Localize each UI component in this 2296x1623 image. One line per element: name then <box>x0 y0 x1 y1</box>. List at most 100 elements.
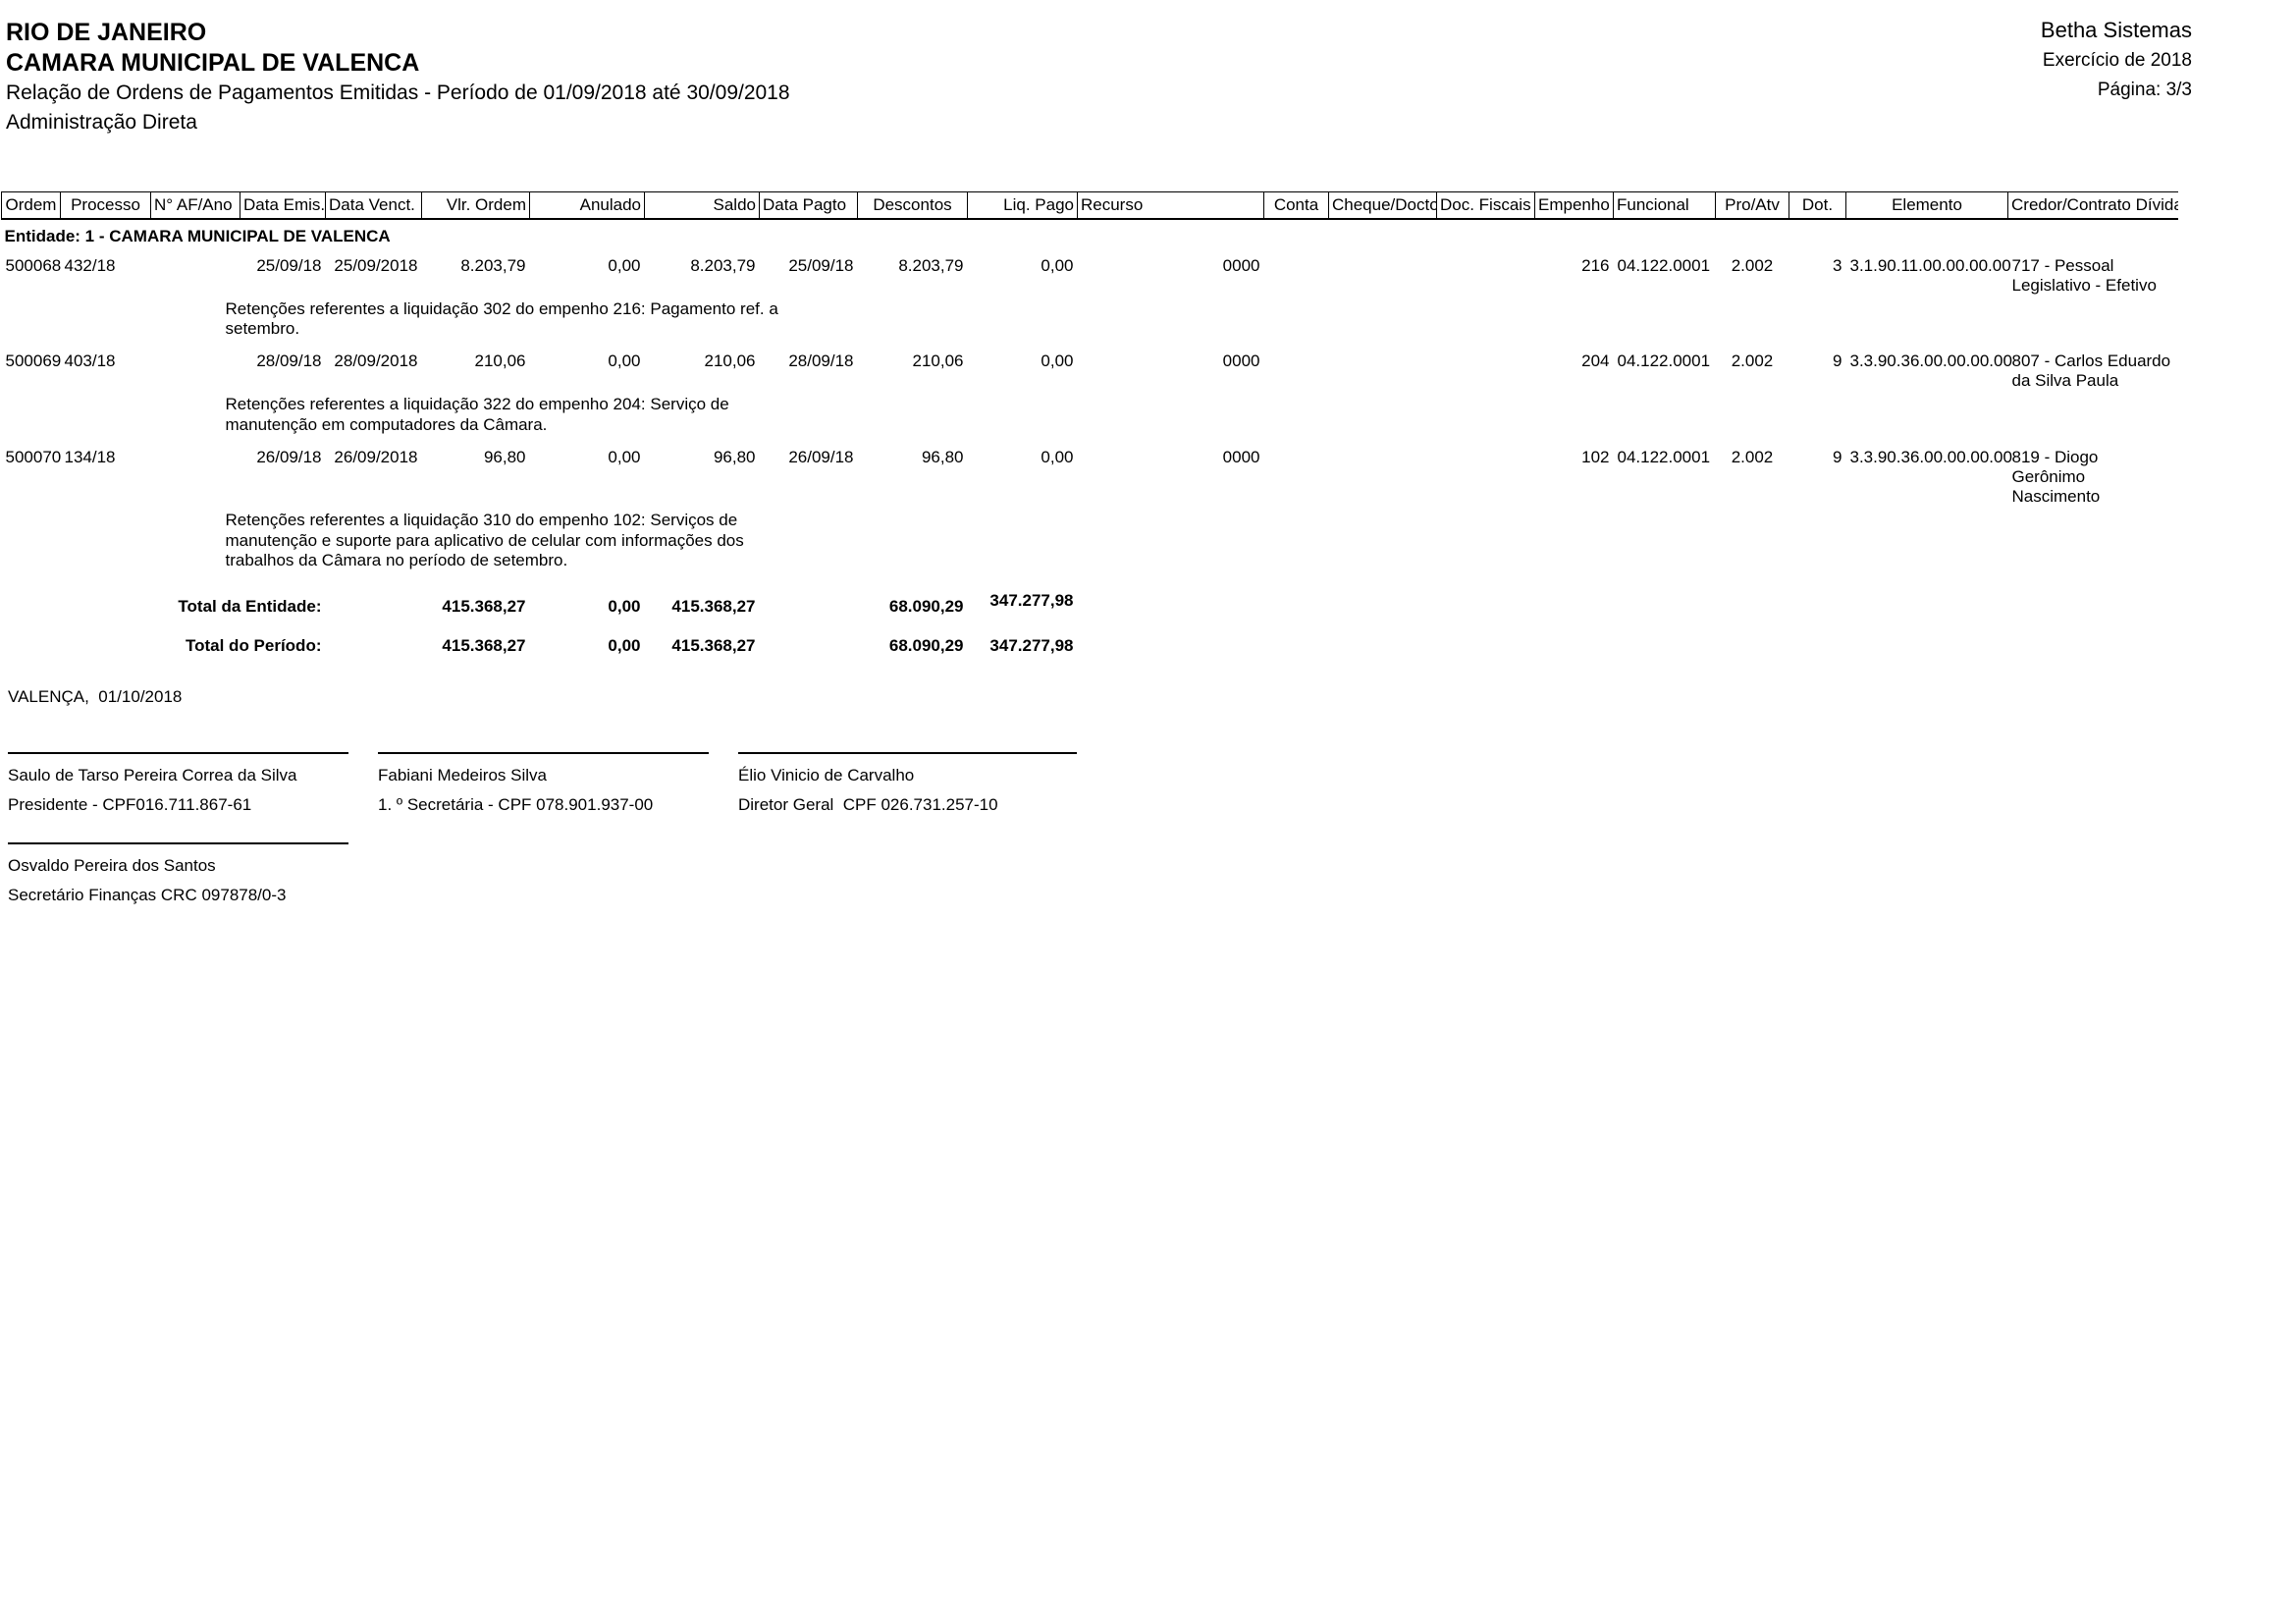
cell-af-ano <box>151 251 240 298</box>
cell-empenho: 102 <box>1581 448 1610 467</box>
exercise-label: Exercício de 2018 <box>2042 50 2192 72</box>
cell-elemento: 3.3.90.36.00.00.00.00 <box>1849 352 2012 371</box>
cell-conta <box>1264 347 1329 393</box>
description-text: Retenções referentes a liquidação 310 do… <box>225 511 744 570</box>
cell-ordem: 500069 <box>5 352 62 371</box>
cell-cheque <box>1329 251 1437 298</box>
signatory-name: Fabiani Medeiros Silva <box>378 765 547 784</box>
cell-ordem: 500068 <box>5 255 62 275</box>
col-header-af-ano: N° AF/Ano <box>150 190 240 220</box>
entity-total-anulado: 0,00 <box>608 596 641 616</box>
col-header-funcional: Funcional <box>1613 190 1716 220</box>
admin-type: Administração Direta <box>6 111 197 135</box>
period-total-saldo: 415.368,27 <box>671 635 756 655</box>
cell-data-emis: 28/09/18 <box>256 352 322 371</box>
cell-anulado: 0,00 <box>608 448 641 467</box>
cell-af-ano <box>151 443 240 509</box>
cell-data-venct: 28/09/2018 <box>334 352 418 371</box>
state-name: RIO DE JANEIRO <box>6 19 207 46</box>
col-header-data-emis: Data Emis. <box>240 190 326 220</box>
entity-total-row: Total da Entidade: 415.368,27 0,00 415.3… <box>2 579 2178 619</box>
signature-block: Osvaldo Pereira dos Santos Secretário Fi… <box>8 841 348 905</box>
place-date: VALENÇA, 01/10/2018 <box>8 686 183 706</box>
cell-saldo: 8.203,79 <box>690 255 756 275</box>
entity-name: CAMARA MUNICIPAL DE VALENCA <box>6 49 420 77</box>
signatory-role: Secretário Finanças CRC 097878/0-3 <box>8 885 287 904</box>
signatory-role: 1. º Secretária - CPF 078.901.937-00 <box>378 794 654 814</box>
signatory-name: Osvaldo Pereira dos Santos <box>8 855 216 875</box>
signatory-name: Élio Vinicio de Carvalho <box>738 765 915 784</box>
col-header-ordem: Ordem <box>1 190 61 220</box>
description-text: Retenções referentes a liquidação 302 do… <box>225 298 778 338</box>
col-header-data-venct: Data Venct. <box>325 190 422 220</box>
row-description: Retenções referentes a liquidação 322 do… <box>2 393 2178 443</box>
cell-conta <box>1264 251 1329 298</box>
cell-processo: 403/18 <box>64 352 116 371</box>
cell-vlr-ordem: 96,80 <box>483 448 526 467</box>
cell-data-pagto: 28/09/18 <box>788 352 854 371</box>
col-header-dot: Dot. <box>1789 190 1846 220</box>
signature-line <box>8 751 348 754</box>
table-row: 500070 134/18 26/09/18 26/09/2018 96,80 … <box>2 443 2178 509</box>
cell-doc-fiscais <box>1437 347 1535 393</box>
signature-line <box>738 751 1077 754</box>
cell-dot: 9 <box>1833 352 1842 371</box>
cell-data-pagto: 25/09/18 <box>788 255 854 275</box>
signatory-name: Saulo de Tarso Pereira Correa da Silva <box>8 765 297 784</box>
cell-doc-fiscais <box>1437 251 1535 298</box>
table-row: 500069 403/18 28/09/18 28/09/2018 210,06… <box>2 347 2178 393</box>
signature-line <box>8 841 348 844</box>
cell-pro-atv: 2.002 <box>1731 448 1774 467</box>
col-header-pro-atv: Pro/Atv <box>1715 190 1789 220</box>
signature-block: Fabiani Medeiros Silva 1. º Secretária -… <box>378 751 709 815</box>
cell-liq-pago: 0,00 <box>1041 255 1074 275</box>
cell-descontos: 210,06 <box>912 352 964 371</box>
cell-credor: 717 - Pessoal Legislativo - Efetivo <box>2011 255 2157 295</box>
vendor-name: Betha Sistemas <box>2040 18 2192 42</box>
cell-pro-atv: 2.002 <box>1731 255 1774 275</box>
period-total-liq-pago: 347.277,98 <box>989 635 1074 655</box>
col-header-credor: Credor/Contrato Dívida <box>2007 190 2178 220</box>
period-total-anulado: 0,00 <box>608 635 641 655</box>
cell-pro-atv: 2.002 <box>1731 352 1774 371</box>
header-right: Betha Sistemas Exercício de 2018 Página:… <box>2041 18 2192 136</box>
entity-total-label: Total da Entidade: <box>178 596 322 616</box>
col-header-data-pagto: Data Pagto <box>759 190 858 220</box>
cell-liq-pago: 0,00 <box>1041 448 1074 467</box>
header-left: RIO DE JANEIRO CAMARA MUNICIPAL DE VALEN… <box>6 18 790 136</box>
cell-credor: 807 - Carlos Eduardo da Silva Paula <box>2011 352 2171 391</box>
col-header-conta: Conta <box>1263 190 1329 220</box>
cell-empenho: 216 <box>1581 255 1610 275</box>
col-header-saldo: Saldo <box>644 190 760 220</box>
cell-funcional: 04.122.0001 <box>1617 448 1711 467</box>
cell-anulado: 0,00 <box>608 352 641 371</box>
row-description: Retenções referentes a liquidação 302 do… <box>2 298 2178 348</box>
col-header-doc-fiscais: Doc. Fiscais <box>1436 190 1535 220</box>
table-row: 500068 432/18 25/09/18 25/09/2018 8.203,… <box>2 251 2178 298</box>
col-header-empenho: Empenho <box>1534 190 1614 220</box>
signature-row: Saulo de Tarso Pereira Correa da Silva P… <box>8 751 2296 815</box>
cell-recurso: 0000 <box>1222 448 1260 467</box>
cell-processo: 134/18 <box>64 448 116 467</box>
cell-doc-fiscais <box>1437 443 1535 509</box>
col-header-cheque-docto: Cheque/Docto <box>1328 190 1437 220</box>
row-description: Retenções referentes a liquidação 310 do… <box>2 509 2178 578</box>
report-header: RIO DE JANEIRO CAMARA MUNICIPAL DE VALEN… <box>0 0 2296 136</box>
cell-data-venct: 25/09/2018 <box>334 255 418 275</box>
cell-ordem: 500070 <box>5 448 62 467</box>
cell-data-emis: 25/09/18 <box>256 255 322 275</box>
cell-processo: 432/18 <box>64 255 116 275</box>
table-header-row: Ordem Processo N° AF/Ano Data Emis. Data… <box>1 190 2178 220</box>
col-header-processo: Processo <box>60 190 151 220</box>
entity-total-saldo: 415.368,27 <box>671 596 756 616</box>
signatory-role: Diretor Geral CPF 026.731.257-10 <box>738 794 998 814</box>
payments-table: Ordem Processo N° AF/Ano Data Emis. Data… <box>1 190 2178 658</box>
cell-credor: 819 - Diogo Gerônimo Nascimento <box>2011 448 2101 507</box>
col-header-elemento: Elemento <box>1845 190 2008 220</box>
signature-line <box>378 751 709 754</box>
cell-funcional: 04.122.0001 <box>1617 255 1711 275</box>
signatory-role: Presidente - CPF016.711.867-61 <box>8 794 252 814</box>
entity-total-vlr-ordem: 415.368,27 <box>442 596 526 616</box>
cell-empenho: 204 <box>1581 352 1610 371</box>
period-total-label: Total do Período: <box>185 635 322 655</box>
